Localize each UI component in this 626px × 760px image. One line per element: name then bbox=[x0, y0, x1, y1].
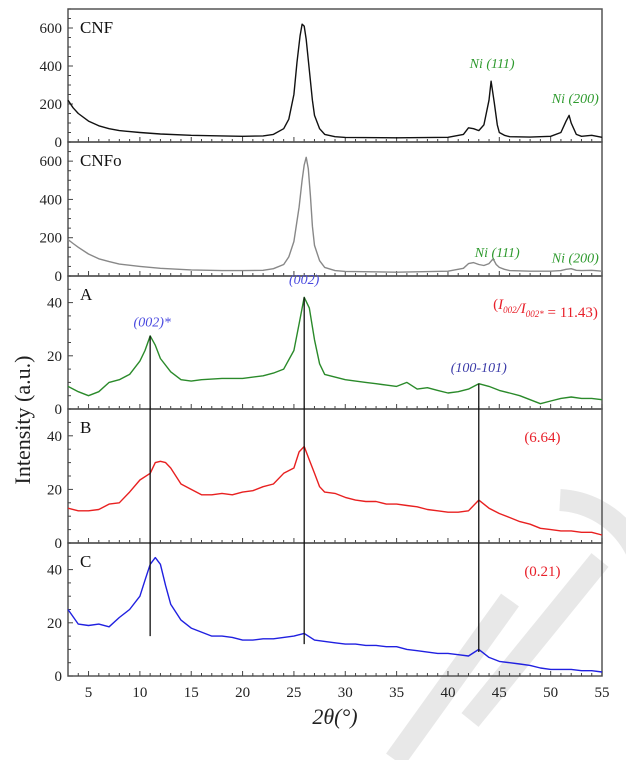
y-tick-label: 20 bbox=[47, 616, 62, 632]
series-line-b bbox=[67, 445, 603, 536]
y-tick-label: 0 bbox=[55, 269, 63, 285]
x-axis: 5 10 15 20 25 30 35 40 45 50 55 bbox=[85, 685, 610, 701]
y-tick-label: 600 bbox=[40, 154, 63, 170]
y-tick-label: 40 bbox=[47, 429, 62, 445]
panel-cnfo: 0 200 400 600 CNFo Ni (111) Ni (200) bbox=[40, 141, 603, 285]
ratio-part: / bbox=[516, 301, 523, 317]
ratio-part: ( bbox=[493, 297, 498, 313]
panel-label: CNFo bbox=[80, 151, 122, 170]
y-tick-label: 0 bbox=[55, 536, 63, 552]
panel-label: A bbox=[80, 285, 93, 304]
series-line-c bbox=[67, 556, 603, 673]
watermark-arc bbox=[559, 489, 626, 556]
panel-label: B bbox=[80, 418, 91, 437]
x-tick-label: 50 bbox=[543, 685, 558, 701]
y-tick-label: 0 bbox=[55, 669, 63, 685]
panel-label: CNF bbox=[80, 18, 113, 37]
panel-c: 0 20 40 C (0.21) bbox=[47, 542, 603, 685]
series-line-cnf bbox=[67, 23, 603, 139]
intensity-ratio-label: (6.64) bbox=[524, 430, 560, 446]
ratio-part: 002 bbox=[503, 305, 517, 315]
intensity-ratio-label: (0.21) bbox=[524, 564, 560, 580]
watermark-stroke bbox=[461, 553, 609, 727]
x-tick-label: 25 bbox=[286, 685, 301, 701]
intensity-ratio-label: (I002/I002* = 11.43) bbox=[493, 297, 598, 321]
x-tick-label: 55 bbox=[595, 685, 610, 701]
panel-cnf: 0 200 400 600 CNF Ni (111) Ni (200) bbox=[40, 8, 603, 151]
y-tick-label: 40 bbox=[47, 296, 62, 312]
y-axis-title: Intensity (a.u.) bbox=[10, 356, 35, 485]
y-tick-label: 400 bbox=[40, 59, 63, 75]
watermark bbox=[386, 489, 626, 760]
ratio-part: I bbox=[520, 301, 527, 317]
y-tick-label: 0 bbox=[55, 402, 63, 418]
panel-frame bbox=[67, 141, 603, 277]
peak-annotation: (100-101) bbox=[451, 361, 507, 376]
y-tick-label: 40 bbox=[47, 563, 62, 579]
peak-annotation: (002) bbox=[289, 273, 320, 288]
y-tick-label: 20 bbox=[47, 349, 62, 365]
y-tick-label: 600 bbox=[40, 21, 63, 37]
x-tick-label: 5 bbox=[85, 685, 93, 701]
peak-annotation: Ni (200) bbox=[551, 92, 599, 107]
peak-annotation: Ni (111) bbox=[469, 57, 515, 72]
y-tick-label: 20 bbox=[47, 482, 62, 498]
ratio-part: I bbox=[497, 297, 504, 313]
peak-annotation: Ni (111) bbox=[474, 246, 520, 261]
x-tick-label: 30 bbox=[338, 685, 353, 701]
ratio-part: = 11.43) bbox=[544, 305, 598, 321]
x-tick-label: 45 bbox=[492, 685, 507, 701]
reference-lines bbox=[149, 297, 480, 653]
watermark-stroke bbox=[386, 593, 519, 760]
ratio-part: 002* bbox=[526, 309, 545, 319]
series-line-cnfo bbox=[67, 156, 603, 273]
y-tick-label: 0 bbox=[55, 135, 63, 151]
x-tick-label: 15 bbox=[184, 685, 199, 701]
x-axis-title: 2θ(°) bbox=[312, 704, 357, 729]
x-tick-label: 35 bbox=[389, 685, 404, 701]
panel-label: C bbox=[80, 552, 91, 571]
y-tick-label: 400 bbox=[40, 192, 63, 208]
x-tick-label: 20 bbox=[235, 685, 250, 701]
y-tick-label: 200 bbox=[40, 97, 63, 113]
panel-frame bbox=[67, 408, 603, 544]
peak-annotation: (002)* bbox=[134, 316, 171, 331]
peak-annotation: Ni (200) bbox=[551, 252, 599, 267]
panel-frame bbox=[67, 8, 603, 143]
x-tick-label: 10 bbox=[132, 685, 147, 701]
panel-b: 0 20 40 B (6.64) bbox=[47, 408, 603, 552]
y-tick-label: 200 bbox=[40, 231, 63, 247]
x-tick-label: 40 bbox=[440, 685, 455, 701]
